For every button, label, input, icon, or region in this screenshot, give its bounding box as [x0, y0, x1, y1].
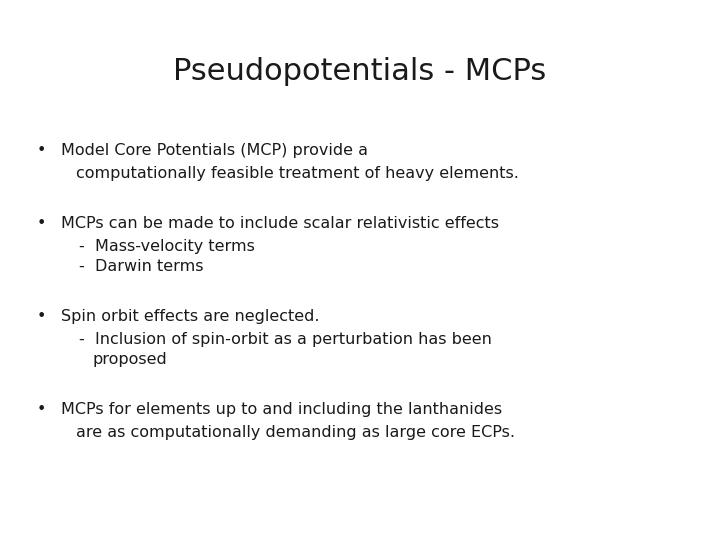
Text: -  Mass-velocity terms: - Mass-velocity terms	[79, 239, 255, 254]
Text: MCPs for elements up to and including the lanthanides: MCPs for elements up to and including th…	[61, 402, 503, 417]
Text: -  Inclusion of spin-orbit as a perturbation has been: - Inclusion of spin-orbit as a perturbat…	[79, 332, 492, 347]
Text: computationally feasible treatment of heavy elements.: computationally feasible treatment of he…	[76, 166, 518, 181]
Text: Spin orbit effects are neglected.: Spin orbit effects are neglected.	[61, 309, 320, 324]
Text: •: •	[36, 309, 46, 324]
Text: •: •	[36, 216, 46, 231]
Text: •: •	[36, 143, 46, 158]
Text: Model Core Potentials (MCP) provide a: Model Core Potentials (MCP) provide a	[61, 143, 368, 158]
Text: are as computationally demanding as large core ECPs.: are as computationally demanding as larg…	[76, 425, 515, 440]
Text: -  Darwin terms: - Darwin terms	[79, 259, 204, 274]
Text: •: •	[36, 402, 46, 417]
Text: Pseudopotentials - MCPs: Pseudopotentials - MCPs	[174, 57, 546, 86]
Text: MCPs can be made to include scalar relativistic effects: MCPs can be made to include scalar relat…	[61, 216, 499, 231]
Text: proposed: proposed	[92, 352, 167, 367]
